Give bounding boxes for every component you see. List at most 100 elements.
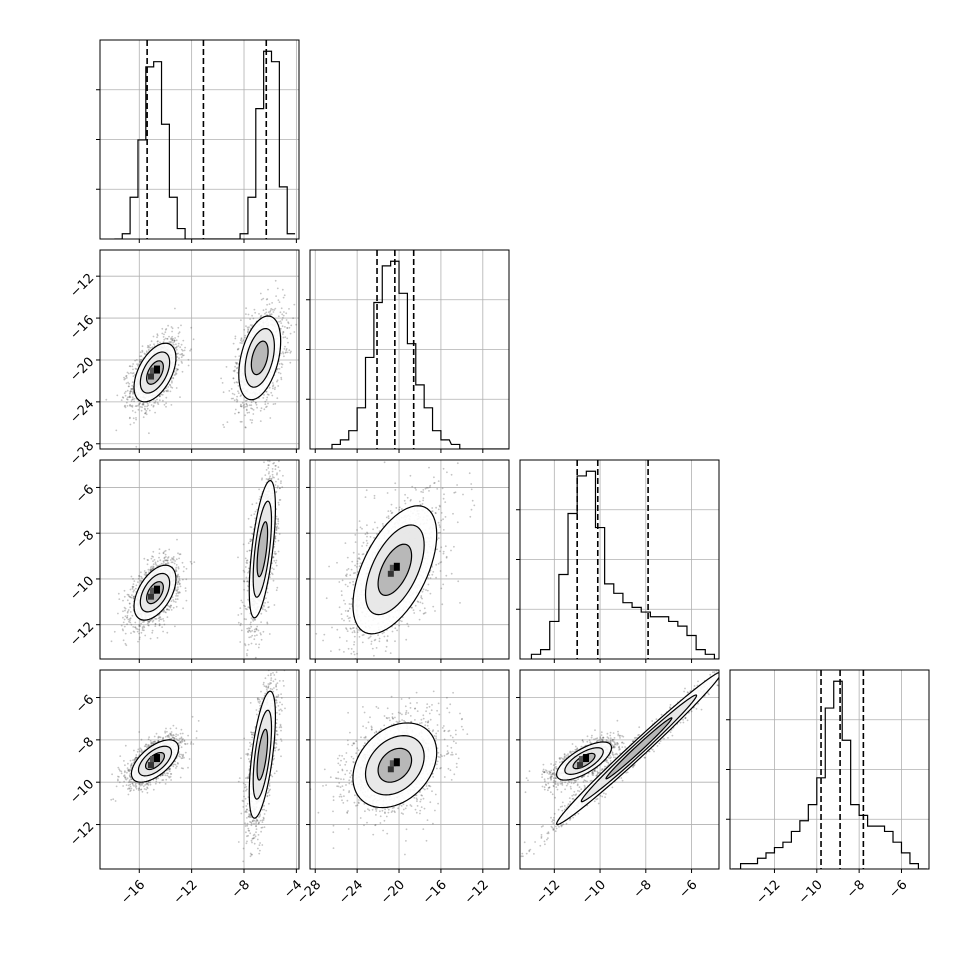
scatter-point — [230, 388, 233, 390]
scatter-point — [267, 288, 269, 291]
scatter-point — [177, 342, 180, 345]
scatter-point — [171, 339, 174, 342]
scatter-point — [282, 331, 285, 333]
scatter-point — [151, 629, 154, 632]
scatter-point — [276, 586, 279, 589]
scatter-point — [244, 405, 247, 408]
scatter-point — [289, 332, 292, 335]
scatter-point — [175, 345, 178, 348]
scatter-point — [127, 385, 130, 388]
scatter-point — [147, 345, 150, 348]
scatter-point — [128, 596, 131, 598]
scatter-point — [283, 355, 285, 358]
scatter-point — [279, 311, 282, 314]
scatter-point — [129, 596, 132, 599]
scatter-point — [156, 401, 159, 404]
scatter-point — [129, 617, 132, 619]
scatter-point — [288, 308, 290, 310]
scatter-point — [130, 390, 133, 393]
scatter-point — [277, 455, 279, 457]
scatter-point — [280, 322, 283, 324]
scatter-point — [129, 365, 132, 368]
scatter-point — [232, 342, 235, 345]
scatter-point — [142, 402, 145, 405]
scatter-point — [149, 619, 152, 622]
scatter-point — [128, 396, 131, 398]
scatter-point — [162, 336, 165, 338]
scatter-point — [135, 405, 138, 407]
scatter-point — [250, 401, 253, 404]
scatter-point — [158, 624, 161, 626]
scatter-point — [144, 634, 147, 637]
scatter-point — [177, 581, 180, 583]
scatter-point — [176, 575, 179, 578]
scatter-point — [135, 584, 138, 587]
scatter-point — [129, 416, 131, 419]
scatter-point — [222, 423, 225, 426]
scatter-point — [126, 593, 129, 596]
scatter-point — [162, 560, 165, 563]
scatter-point — [177, 588, 179, 591]
scatter-point — [143, 557, 146, 560]
scatter-point — [141, 403, 144, 406]
scatter-point — [143, 573, 146, 576]
scatter-point — [177, 573, 180, 576]
scatter-point — [253, 513, 256, 515]
scatter-point — [177, 326, 180, 329]
scatter-point — [177, 566, 180, 568]
scatter-point — [175, 352, 178, 355]
scatter-point — [276, 380, 278, 383]
scatter-point — [177, 586, 179, 589]
scatter-point — [154, 401, 157, 404]
scatter-point — [267, 467, 270, 469]
scatter-point — [148, 409, 151, 412]
scatter-point — [174, 337, 177, 339]
scatter-point — [171, 558, 174, 561]
scatter-point — [138, 625, 141, 627]
scatter-point — [165, 390, 168, 393]
scatter-point — [122, 639, 125, 642]
scatter-point — [284, 351, 287, 354]
scatter-point — [131, 381, 134, 383]
scatter-point — [138, 636, 141, 639]
scatter-point — [271, 308, 274, 311]
scatter-point — [145, 410, 148, 412]
scatter-point — [251, 419, 254, 421]
scatter-point — [231, 392, 234, 395]
scatter-point — [234, 365, 237, 368]
scatter-point — [152, 335, 155, 338]
scatter-point — [173, 562, 176, 565]
scatter-point — [158, 613, 161, 616]
scatter-point — [273, 552, 276, 555]
scatter-point — [265, 406, 267, 408]
scatter-point — [267, 427, 269, 429]
scatter-point — [286, 327, 289, 329]
scatter-point — [167, 557, 169, 559]
scatter-point — [141, 403, 144, 405]
scatter-point — [148, 620, 150, 623]
scatter-point — [262, 397, 265, 399]
scatter-point — [150, 569, 152, 571]
histogram-step-1 — [315, 260, 509, 449]
scatter-point — [156, 333, 159, 336]
scatter-point — [275, 295, 277, 297]
scatter-point — [126, 616, 129, 619]
scatter-point — [162, 399, 164, 402]
scatter-point — [250, 621, 252, 624]
scatter-point — [273, 476, 275, 479]
scatter-point — [167, 386, 170, 388]
scatter-point — [152, 550, 155, 553]
scatter-point — [175, 369, 178, 372]
scatter-point — [245, 559, 248, 562]
scatter-point — [125, 377, 128, 379]
scatter-point — [175, 605, 178, 608]
scatter-point — [247, 330, 249, 333]
scatter-point — [245, 313, 247, 315]
scatter-point — [127, 593, 130, 596]
scatter-point — [244, 644, 247, 647]
scatter-point — [265, 308, 267, 311]
contour-line — [133, 342, 177, 403]
scatter-point — [132, 630, 135, 633]
scatter-point — [266, 405, 268, 408]
scatter-point — [174, 560, 177, 562]
